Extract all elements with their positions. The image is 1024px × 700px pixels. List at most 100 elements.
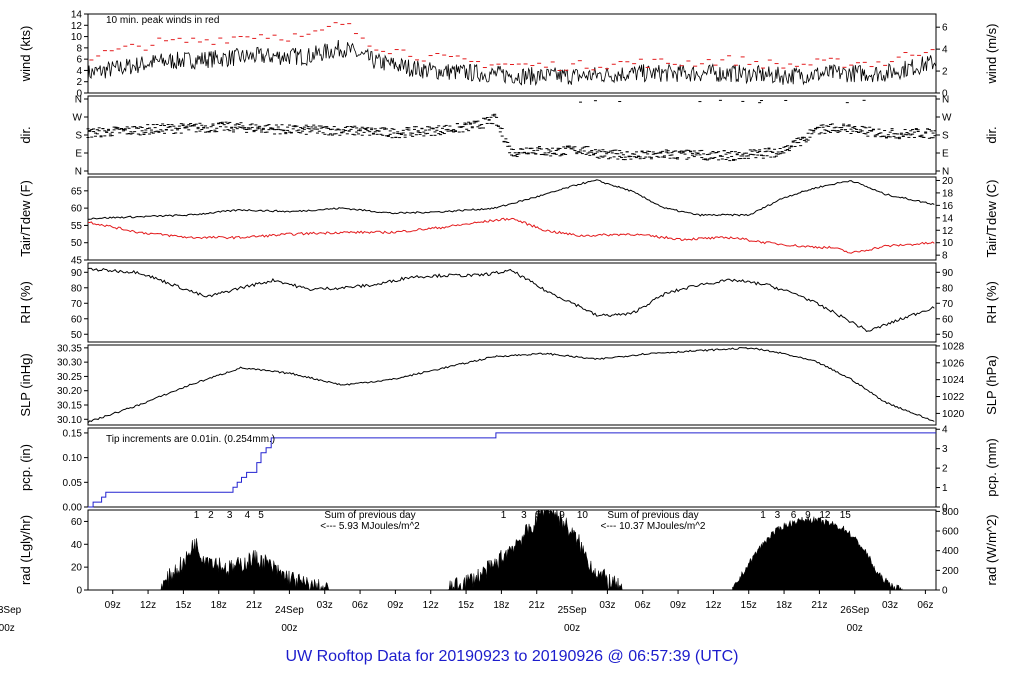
time-tick-label: 09z	[105, 600, 121, 611]
slp-right-tick-label: 1022	[942, 392, 965, 403]
time-tick-label: 06z	[917, 600, 933, 611]
pcp-annotation: Tip increments are 0.01in. (0.254mm.)	[106, 434, 275, 445]
rad-right-tick-label: 800	[942, 507, 959, 518]
dir-right-tick-label: E	[942, 149, 949, 160]
time-tick-label: 15z	[458, 600, 474, 611]
wind-left-tick-label: 0	[76, 89, 82, 100]
rh-left-tick-label: 50	[71, 330, 83, 341]
dir-right-tick-label: W	[942, 113, 952, 124]
slp-left-tick-label: 30.15	[57, 401, 82, 412]
wind-left-tick-label: 2	[76, 77, 82, 88]
temp-right-tick-label: 20	[942, 176, 954, 187]
rad-hour-label: 3	[227, 510, 233, 521]
time-tick-label: 03z	[317, 600, 333, 611]
air-temperature-line	[88, 179, 935, 220]
day-hour-label: 00z	[847, 623, 863, 634]
wind-left-tick-label: 8	[76, 43, 82, 54]
pcp-panel-frame	[87, 427, 937, 508]
rad-hour-label: 5	[258, 510, 264, 521]
time-tick-label: 15z	[741, 600, 757, 611]
temp-right-tick-label: 12	[942, 226, 954, 237]
time-tick-label: 21z	[529, 600, 545, 611]
temp-right-axis-label: Tair/Tdew (C)	[984, 179, 999, 257]
rad-hour-label: 15	[840, 510, 852, 521]
time-tick-label: 21z	[811, 600, 827, 611]
dir-left-tick-label: N	[75, 167, 82, 178]
rh-left-tick-label: 60	[71, 314, 83, 325]
rad-sum-value: <--- 5.93 MJoules/m^2	[320, 521, 420, 532]
pcp-right-tick-label: 0	[942, 503, 948, 514]
pcp-cumulative-line	[88, 432, 936, 508]
solar-radiation-area	[732, 516, 903, 591]
dir-right-tick-label: N	[942, 95, 949, 106]
day-hour-label: 00z	[281, 623, 297, 634]
rad-left-tick-label: 20	[71, 563, 83, 574]
rh-right-tick-label: 70	[942, 299, 954, 310]
time-tick-label: 18z	[211, 600, 227, 611]
pcp-left-axis-label: pcp. (in)	[18, 444, 33, 491]
temp-right-tick-label: 16	[942, 201, 954, 212]
wind-left-tick-label: 10	[71, 32, 83, 43]
rad-right-axis-label: rad (W/m^2)	[984, 514, 999, 585]
rh-right-tick-label: 60	[942, 314, 954, 325]
slp-right-axis-label: SLP (hPa)	[984, 355, 999, 415]
rad-right-tick-label: 0	[942, 586, 948, 597]
rad-sum-value: <--- 10.37 MJoules/m^2	[600, 521, 705, 532]
wind-right-tick-label: 2	[942, 67, 948, 78]
time-tick-label: 18z	[776, 600, 792, 611]
rad-left-tick-label: 0	[76, 586, 82, 597]
rad-right-tick-label: 600	[942, 527, 959, 538]
time-tick-label: 18z	[493, 600, 509, 611]
dir-left-tick-label: W	[73, 113, 83, 124]
rad-hour-label: 9	[805, 510, 811, 521]
temp-left-tick-label: 50	[71, 238, 83, 249]
pcp-left-tick-label: 0.10	[63, 453, 83, 464]
time-tick-label: 12z	[423, 600, 439, 611]
slp-left-tick-label: 30.25	[57, 372, 82, 383]
rad-right-tick-label: 200	[942, 566, 959, 577]
solar-radiation-area	[159, 538, 330, 591]
day-hour-label: 00z	[0, 623, 15, 634]
wind-left-tick-label: 4	[76, 66, 82, 77]
temp-left-tick-label: 60	[71, 204, 83, 215]
rad-hour-label: 3	[521, 510, 527, 521]
rad-hour-label: 3	[775, 510, 781, 521]
wind-right-tick-label: 4	[942, 45, 948, 56]
dir-panel-frame	[87, 95, 937, 175]
wind-left-tick-label: 14	[71, 10, 83, 21]
pcp-left-tick-label: 0.05	[63, 478, 83, 489]
rad-hour-label: 1	[501, 510, 507, 521]
day-date-label: 23Sep	[0, 605, 22, 616]
dir-left-tick-label: N	[75, 95, 82, 106]
rh-line	[87, 267, 935, 332]
dir-right-axis-label: dir.	[984, 126, 999, 143]
time-tick-label: 12z	[705, 600, 721, 611]
time-tick-label: 09z	[670, 600, 686, 611]
rh-left-tick-label: 90	[71, 268, 83, 279]
dir-left-tick-label: S	[75, 131, 82, 142]
temp-left-tick-label: 55	[71, 221, 83, 232]
rh-left-axis-label: RH (%)	[18, 281, 33, 324]
pcp-left-tick-label: 0.00	[63, 503, 83, 514]
rh-left-tick-label: 70	[71, 299, 83, 310]
rh-right-tick-label: 80	[942, 283, 954, 294]
day-date-label: 25Sep	[558, 605, 587, 616]
slp-right-tick-label: 1024	[942, 375, 965, 386]
time-tick-label: 21z	[246, 600, 262, 611]
rad-sum-label: Sum of previous day	[324, 510, 415, 521]
rad-left-tick-label: 40	[71, 540, 83, 551]
rad-left-tick-label: 60	[71, 517, 83, 528]
rad-hour-label: 10	[577, 510, 589, 521]
pcp-right-axis-label: pcp. (mm)	[984, 438, 999, 497]
rh-left-tick-label: 80	[71, 283, 83, 294]
rad-hour-label: 6	[547, 510, 553, 521]
rad-hour-label: 4	[245, 510, 251, 521]
day-date-label: 24Sep	[275, 605, 304, 616]
dir-left-axis-label: dir.	[18, 126, 33, 143]
wind-annotation: 10 min. peak winds in red	[106, 15, 219, 26]
slp-left-tick-label: 30.30	[57, 358, 82, 369]
rad-sum-label: Sum of previous day	[607, 510, 698, 521]
rh-panel-frame	[87, 262, 937, 343]
wind-left-tick-label: 6	[76, 55, 82, 66]
pcp-right-tick-label: 3	[942, 444, 948, 455]
